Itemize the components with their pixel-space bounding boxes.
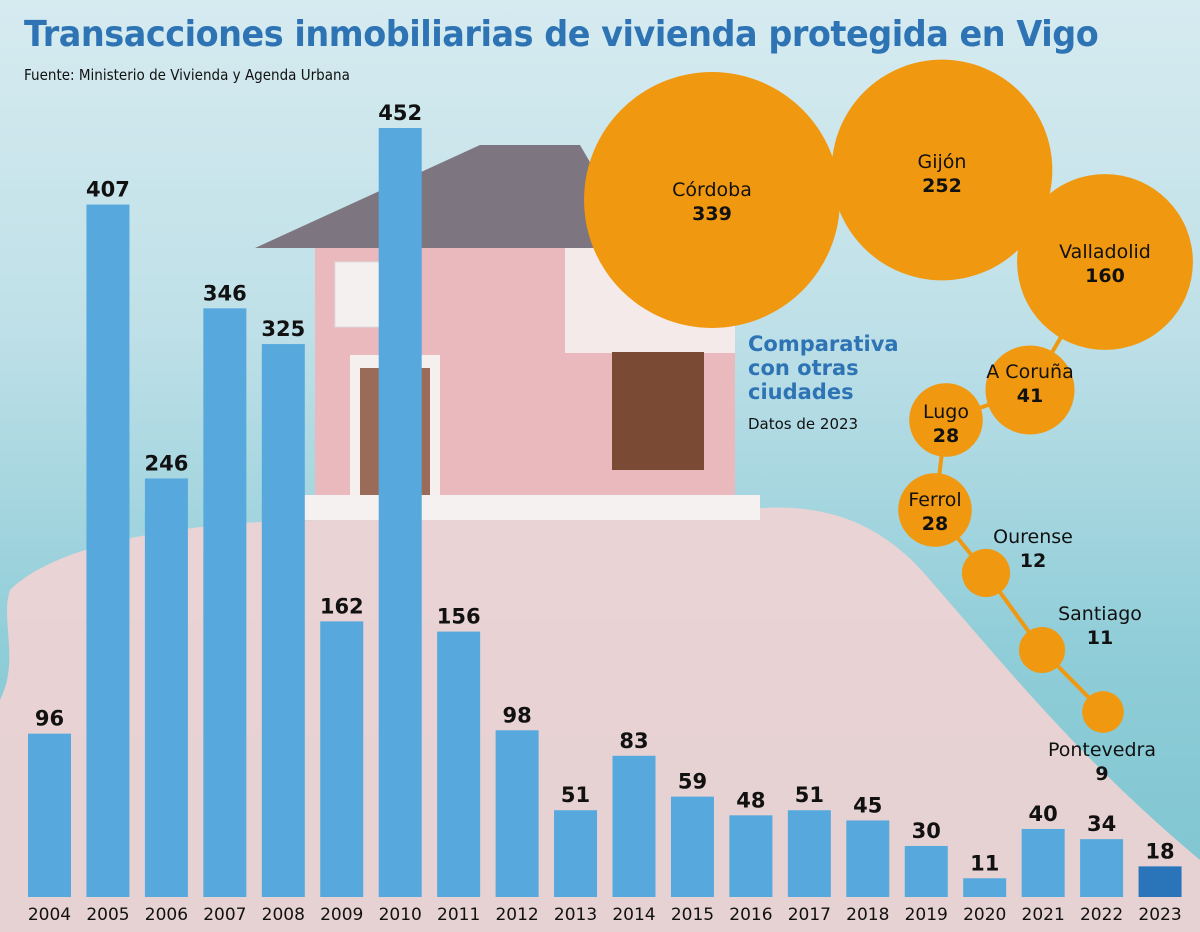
data-label-2018: 45	[853, 793, 882, 817]
bubble-santiago	[1018, 626, 1066, 674]
bar-2009	[320, 621, 364, 897]
x-tick-2023: 2023	[1138, 905, 1181, 925]
bar-2017	[787, 810, 831, 897]
bubble-label-pontevedra: Pontevedra	[1048, 739, 1156, 761]
x-tick-2022: 2022	[1080, 905, 1123, 925]
x-tick-2017: 2017	[788, 905, 831, 925]
data-label-2015: 59	[678, 770, 707, 794]
bubble-value-ferrol: 28	[922, 513, 948, 535]
data-label-2006: 246	[144, 451, 188, 475]
bubble-label-ourense: Ourense	[993, 526, 1073, 548]
data-label-2016: 48	[736, 788, 765, 812]
bar-2007	[203, 308, 247, 897]
comparison-title-line: ciudades	[748, 380, 854, 404]
bubble-ferrol	[898, 473, 972, 547]
comparison-title-line: Comparativa	[748, 332, 899, 356]
x-tick-2015: 2015	[671, 905, 714, 925]
x-tick-2005: 2005	[86, 905, 129, 925]
bubble-label-lugo: Lugo	[923, 401, 969, 423]
chart-title: Transacciones inmobiliarias de vivienda …	[24, 14, 1099, 55]
data-label-2010: 452	[378, 101, 422, 125]
x-tick-2016: 2016	[729, 905, 772, 925]
bubble-value-santiago: 11	[1087, 627, 1113, 649]
data-label-2011: 156	[437, 605, 481, 629]
bar-2016	[729, 815, 773, 897]
bubble-lugo	[909, 383, 983, 457]
comparison-title-line: con otras	[748, 356, 859, 380]
x-tick-2020: 2020	[963, 905, 1006, 925]
bar-2022	[1080, 839, 1124, 897]
bar-2014	[612, 755, 656, 897]
bubble-value-lugo: 28	[933, 425, 959, 447]
bubble-value-valladolid: 160	[1085, 265, 1125, 287]
bar-2006	[144, 478, 188, 897]
bubble-value-ourense: 12	[1020, 550, 1046, 572]
x-tick-2006: 2006	[145, 905, 188, 925]
bubble-value-gijn: 252	[922, 175, 962, 197]
bubble-valladolid	[1017, 174, 1193, 350]
x-tick-2013: 2013	[554, 905, 597, 925]
x-tick-2018: 2018	[846, 905, 889, 925]
bar-2010	[378, 128, 422, 897]
data-label-2014: 83	[619, 729, 648, 753]
data-label-2004: 96	[35, 707, 64, 731]
chart-source: Fuente: Ministerio de Vivienda y Agenda …	[24, 66, 350, 84]
data-label-2022: 34	[1087, 812, 1116, 836]
bubble-gijn	[831, 59, 1053, 281]
bar-2005	[86, 204, 130, 897]
bar-2019	[904, 845, 948, 897]
data-label-2005: 407	[86, 178, 130, 202]
x-tick-2014: 2014	[612, 905, 655, 925]
x-tick-2011: 2011	[437, 905, 480, 925]
bar-2023	[1138, 866, 1182, 897]
bubble-crdoba	[584, 72, 840, 328]
bubble-label-ferrol: Ferrol	[908, 489, 961, 511]
x-tick-2007: 2007	[203, 905, 246, 925]
bubble-acorua	[985, 345, 1075, 435]
bar-2008	[261, 344, 305, 897]
data-label-2007: 346	[203, 281, 247, 305]
x-tick-2012: 2012	[495, 905, 538, 925]
x-tick-2004: 2004	[28, 905, 71, 925]
bar-2011	[437, 631, 481, 897]
bar-2012	[495, 730, 539, 897]
bar-2021	[1021, 828, 1065, 897]
data-label-2012: 98	[502, 703, 531, 727]
x-tick-2019: 2019	[905, 905, 948, 925]
x-tick-2010: 2010	[379, 905, 422, 925]
data-label-2008: 325	[261, 317, 305, 341]
data-label-2021: 40	[1029, 802, 1058, 826]
data-label-2019: 30	[912, 819, 941, 843]
data-label-2017: 51	[795, 783, 824, 807]
comparison-title: Comparativa con otras ciudades	[748, 332, 918, 404]
bar-2013	[554, 810, 598, 897]
bubble-label-acorua: A Coruña	[986, 361, 1073, 383]
bubble-label-santiago: Santiago	[1058, 603, 1142, 625]
x-tick-2008: 2008	[262, 905, 305, 925]
data-label-2009: 162	[320, 594, 364, 618]
bubble-value-acorua: 41	[1017, 385, 1043, 407]
bubble-pontevedra	[1082, 691, 1124, 733]
comparison-subtitle: Datos de 2023	[748, 415, 859, 433]
bubble-label-crdoba: Córdoba	[672, 179, 752, 201]
bar-2015	[670, 796, 714, 897]
bubble-value-pontevedra: 9	[1095, 763, 1108, 785]
x-tick-2009: 2009	[320, 905, 363, 925]
bar-2004	[28, 733, 71, 897]
x-tick-2021: 2021	[1022, 905, 1065, 925]
bubble-ourense	[961, 548, 1011, 598]
bubble-value-crdoba: 339	[692, 203, 732, 225]
bar-2020	[963, 878, 1007, 897]
bubble-label-valladolid: Valladolid	[1059, 241, 1151, 263]
data-label-2013: 51	[561, 783, 590, 807]
data-label-2020: 11	[970, 851, 999, 875]
bubble-label-gijn: Gijón	[918, 151, 967, 173]
data-label-2023: 18	[1145, 839, 1174, 863]
bar-2018	[846, 820, 890, 897]
